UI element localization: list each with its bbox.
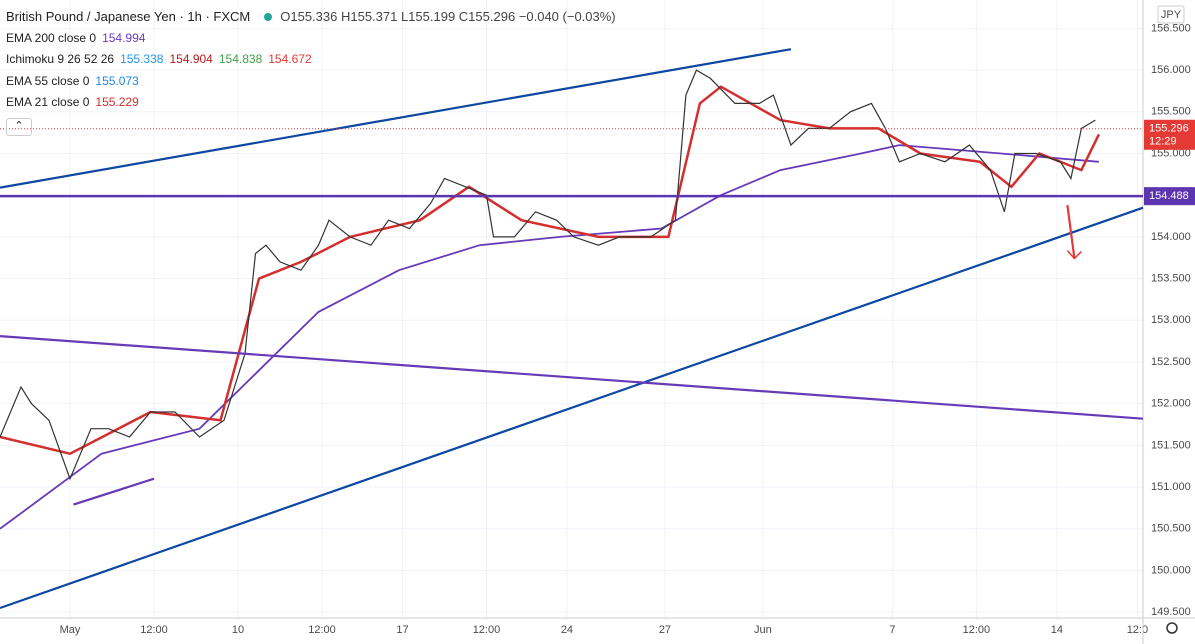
x-tick-label: May <box>60 624 81 636</box>
x-tick-label: Jun <box>754 624 772 636</box>
indicator-value: 155.073 <box>95 73 139 88</box>
y-tick-label: 151.000 <box>1151 481 1191 493</box>
ohlc-values: O155.336 H155.371 L155.199 C155.296 −0.0… <box>280 9 616 24</box>
indicator-row: Ichimoku 9 26 52 26 155.338 154.904 154.838… <box>6 49 622 71</box>
y-tick-label: 152.000 <box>1151 398 1191 410</box>
trend-line <box>1066 205 1076 259</box>
indicator-row: EMA 200 close 0 154.994 <box>6 28 622 50</box>
y-tick-label: 155.500 <box>1151 106 1191 118</box>
y-tick-label: 153.000 <box>1151 314 1191 326</box>
x-tick-label: 7 <box>889 624 895 636</box>
currency-label: JPY <box>1161 9 1182 21</box>
indicator-row: EMA 55 close 0 155.073 <box>6 71 622 93</box>
y-tick-label: 153.500 <box>1151 272 1191 284</box>
x-tick-label: 12:00 <box>473 624 501 636</box>
indicator-value: 154.672 <box>268 52 312 66</box>
settings-icon <box>1166 622 1178 634</box>
last-price-label: 155.296 <box>1149 123 1189 135</box>
status-dot <box>264 13 273 21</box>
legend: British Pound / Japanese Yen · 1h · FXCM… <box>6 6 622 136</box>
indicator-value: 154.838 <box>218 52 263 66</box>
last-price-box <box>1144 119 1195 150</box>
x-tick-label: 24 <box>561 624 573 636</box>
x-tick-label: 12:00 <box>140 624 168 636</box>
trend-line <box>0 335 1144 420</box>
x-tick-label: 12:00 <box>963 624 991 636</box>
indicator-row: EMA 21 close 0 155.229 <box>6 92 622 114</box>
x-tick-label: 27 <box>659 624 671 636</box>
x-tick-label: 10 <box>232 624 244 636</box>
level-label: 154.488 <box>1149 190 1189 202</box>
indicator-line <box>0 144 1099 530</box>
y-tick-label: 154.000 <box>1151 231 1191 243</box>
arrow-head <box>1066 250 1082 260</box>
y-tick-label: 149.500 <box>1151 606 1191 618</box>
indicator-value: 154.994 <box>102 30 146 45</box>
indicator-value: 155.338 <box>120 52 164 66</box>
y-tick-label: 152.500 <box>1151 356 1191 368</box>
level-box <box>1144 187 1195 206</box>
price-line <box>0 69 1096 481</box>
trend-line <box>0 48 792 189</box>
trend-line <box>0 206 1144 610</box>
symbol-title: British Pound / Japanese Yen · 1h · FXCM <box>6 9 251 24</box>
y-tick-label: 156.000 <box>1151 64 1191 76</box>
indicator-name: EMA 200 close 0 <box>6 30 97 45</box>
trend-line <box>73 477 155 506</box>
x-tick-label: 17 <box>396 624 408 636</box>
currency-box <box>1157 5 1185 24</box>
indicator-value: 154.904 <box>169 52 213 66</box>
indicator-name: EMA 21 close 0 <box>6 95 90 109</box>
indicator-line <box>0 85 1101 456</box>
indicator-name: Ichimoku 9 26 52 26 <box>6 52 115 66</box>
y-tick-label: 151.500 <box>1151 439 1191 451</box>
countdown-label: 12:29 <box>1149 136 1177 148</box>
y-tick-label: 150.000 <box>1151 564 1191 576</box>
y-tick-label: 156.500 <box>1151 22 1191 34</box>
indicator-name: EMA 55 close 0 <box>6 73 90 88</box>
collapse-button[interactable]: ⌃ <box>6 117 32 136</box>
x-tick-label: 12:00 <box>308 624 336 636</box>
indicator-value: 155.229 <box>95 95 139 109</box>
y-tick-label: 155.000 <box>1151 147 1191 159</box>
y-tick-label: 150.500 <box>1151 523 1191 535</box>
legend-title-row: British Pound / Japanese Yen · 1h · FXCM… <box>6 6 622 28</box>
x-tick-label: 14 <box>1051 624 1063 636</box>
x-tick-label: 12:0 <box>1127 624 1148 636</box>
